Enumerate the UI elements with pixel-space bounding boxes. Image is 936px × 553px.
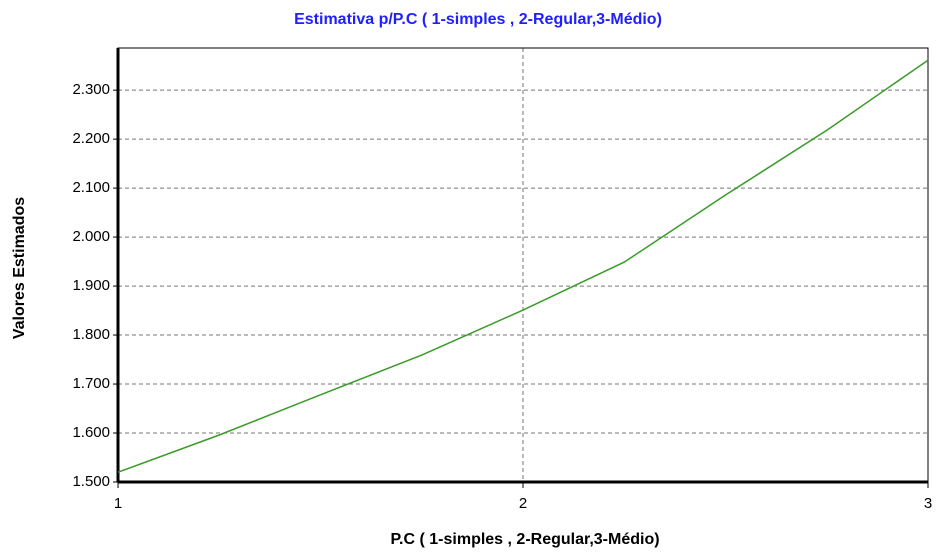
y-tick-label: 2.100 (72, 179, 110, 196)
y-axis-label: Valores Estimados (11, 197, 28, 339)
y-tick-label: 1.800 (72, 326, 110, 343)
y-tick-label: 1.500 (72, 473, 110, 490)
x-tick-label: 1 (114, 495, 122, 512)
y-tick-label: 1.600 (72, 424, 110, 441)
y-tick-label: 1.900 (72, 277, 110, 294)
data-line (117, 59, 929, 473)
x-tick-label: 3 (924, 495, 932, 512)
y-tick-label: 2.300 (72, 81, 110, 98)
chart-title: Estimativa p/P.C ( 1-simples , 2-Regular… (294, 11, 662, 28)
y-tick-label: 1.700 (72, 375, 110, 392)
x-axis-label: P.C ( 1-simples , 2-Regular,3-Médio) (390, 531, 659, 548)
y-tick-label: 2.000 (72, 228, 110, 245)
x-tick-label: 2 (519, 495, 527, 512)
y-tick-label: 2.200 (72, 130, 110, 147)
